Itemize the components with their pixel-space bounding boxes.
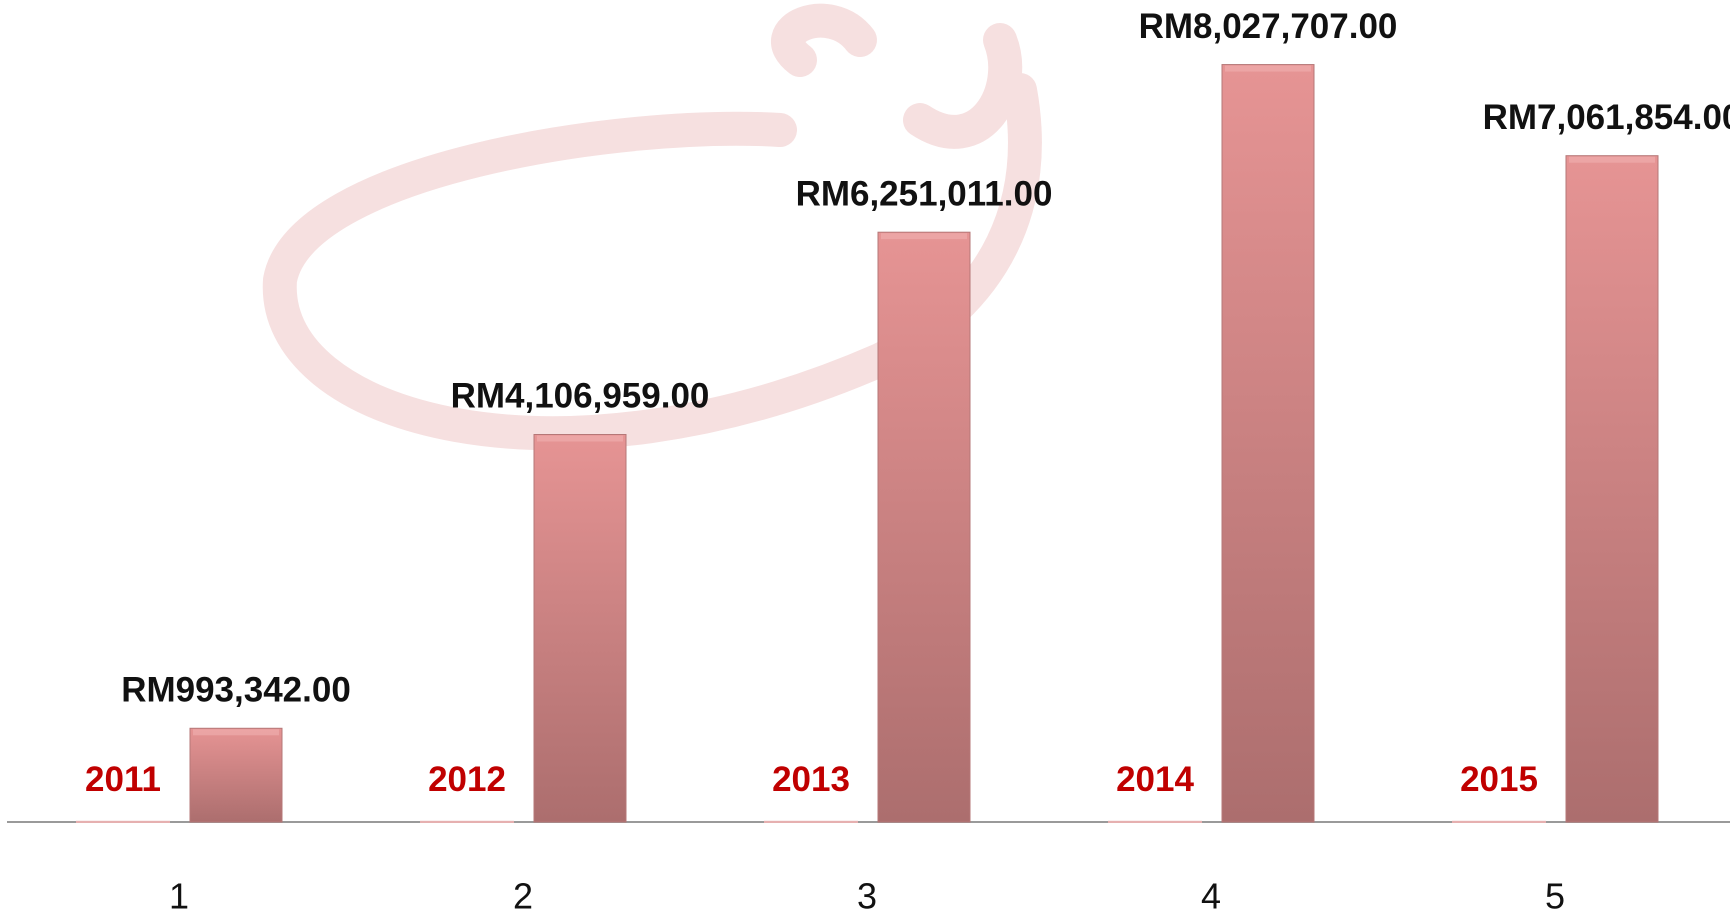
data-label: RM6,251,011.00 (796, 174, 1053, 213)
x-tick-label: 2 (513, 876, 533, 916)
bar (1565, 155, 1659, 823)
bar-highlight (193, 729, 279, 736)
data-label: 2011 (85, 760, 161, 799)
bar-highlight (1569, 156, 1655, 163)
x-tick-label: 3 (857, 876, 877, 916)
data-label: RM7,061,854.00 (1483, 98, 1730, 137)
data-label: 2013 (772, 760, 850, 799)
x-tick-label: 5 (1545, 876, 1565, 916)
data-label: RM8,027,707.00 (1139, 7, 1398, 46)
x-tick-label: 1 (169, 876, 189, 916)
x-tick-label: 4 (1201, 876, 1221, 916)
data-label: RM4,106,959.00 (451, 377, 710, 416)
bar-highlight (1225, 65, 1311, 72)
bar-highlight (881, 233, 967, 240)
watermark (262, 3, 1042, 451)
bar (1221, 64, 1315, 823)
bar (189, 727, 283, 823)
data-label: 2015 (1460, 760, 1538, 799)
data-label: 2012 (428, 760, 506, 799)
bar (533, 433, 627, 823)
data-label: 2014 (1116, 760, 1194, 799)
data-label: RM993,342.00 (121, 671, 351, 710)
bar (877, 231, 971, 823)
bar-highlight (537, 435, 623, 442)
